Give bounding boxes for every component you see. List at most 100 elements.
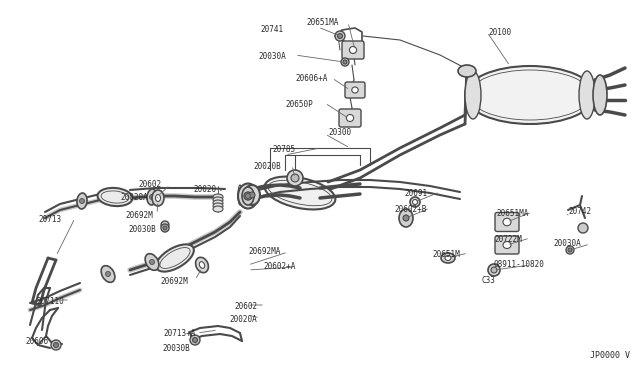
Circle shape xyxy=(106,272,111,276)
FancyBboxPatch shape xyxy=(345,82,365,98)
Circle shape xyxy=(491,267,497,273)
Circle shape xyxy=(488,264,500,276)
Ellipse shape xyxy=(213,206,223,212)
Text: 20742: 20742 xyxy=(568,207,591,216)
Ellipse shape xyxy=(503,241,511,248)
Text: 20606: 20606 xyxy=(25,337,48,346)
Circle shape xyxy=(190,335,200,345)
Ellipse shape xyxy=(238,183,258,208)
Text: 20606+A: 20606+A xyxy=(295,74,328,83)
Text: 20020: 20020 xyxy=(193,185,216,194)
Text: 20020A: 20020A xyxy=(229,315,257,324)
Text: 207110: 207110 xyxy=(36,297,64,306)
Circle shape xyxy=(193,337,198,343)
Ellipse shape xyxy=(352,87,358,93)
Circle shape xyxy=(287,170,303,186)
Ellipse shape xyxy=(465,66,595,124)
Circle shape xyxy=(343,60,347,64)
Ellipse shape xyxy=(465,71,481,119)
Text: 20650P: 20650P xyxy=(285,100,313,109)
Circle shape xyxy=(291,174,299,182)
FancyBboxPatch shape xyxy=(342,41,364,59)
Text: 20692M: 20692M xyxy=(125,211,153,220)
Text: 20030A: 20030A xyxy=(553,239,580,248)
Circle shape xyxy=(249,192,255,198)
Ellipse shape xyxy=(349,46,356,54)
Text: 20741: 20741 xyxy=(260,25,283,34)
Ellipse shape xyxy=(156,195,161,202)
Text: 20691: 20691 xyxy=(404,189,427,198)
Circle shape xyxy=(161,221,169,229)
Ellipse shape xyxy=(213,200,223,206)
Text: 20602+B: 20602+B xyxy=(394,205,426,214)
Ellipse shape xyxy=(445,256,451,260)
FancyBboxPatch shape xyxy=(495,212,519,231)
Text: 20692MA: 20692MA xyxy=(248,247,280,256)
Text: 20722M: 20722M xyxy=(494,235,522,244)
Ellipse shape xyxy=(458,65,476,77)
Text: 08911-10820: 08911-10820 xyxy=(493,260,544,269)
Ellipse shape xyxy=(246,185,250,205)
Ellipse shape xyxy=(196,257,209,273)
Text: 20030A: 20030A xyxy=(258,52,285,61)
Text: 20602+A: 20602+A xyxy=(263,262,296,271)
Circle shape xyxy=(150,195,154,199)
Circle shape xyxy=(335,31,345,41)
Circle shape xyxy=(246,193,250,199)
Text: 20602: 20602 xyxy=(138,180,161,189)
Ellipse shape xyxy=(242,185,246,205)
FancyBboxPatch shape xyxy=(495,236,519,254)
Text: 20030B: 20030B xyxy=(128,225,156,234)
Circle shape xyxy=(337,33,342,38)
Ellipse shape xyxy=(147,189,157,205)
Ellipse shape xyxy=(152,190,164,206)
Text: 20651M: 20651M xyxy=(432,250,460,259)
Ellipse shape xyxy=(213,197,223,203)
Text: 20713: 20713 xyxy=(38,215,61,224)
Text: 20030B: 20030B xyxy=(162,344,189,353)
Ellipse shape xyxy=(77,193,87,209)
Circle shape xyxy=(163,226,167,230)
Ellipse shape xyxy=(441,253,455,263)
Ellipse shape xyxy=(199,262,205,268)
Text: C33: C33 xyxy=(482,276,496,285)
Circle shape xyxy=(578,223,588,233)
Circle shape xyxy=(566,246,574,254)
Text: JP0000 V: JP0000 V xyxy=(590,351,630,360)
Ellipse shape xyxy=(413,199,417,205)
Ellipse shape xyxy=(213,194,223,200)
Text: 20602: 20602 xyxy=(234,302,257,311)
Circle shape xyxy=(161,224,169,232)
Text: 20300: 20300 xyxy=(328,128,351,137)
Ellipse shape xyxy=(244,185,260,205)
Text: 20020B: 20020B xyxy=(253,162,281,171)
Circle shape xyxy=(54,343,58,347)
Ellipse shape xyxy=(399,209,413,227)
Ellipse shape xyxy=(213,203,223,209)
Ellipse shape xyxy=(145,254,159,270)
Text: 20651MA: 20651MA xyxy=(496,209,529,218)
Circle shape xyxy=(51,340,61,350)
Ellipse shape xyxy=(410,197,420,207)
Ellipse shape xyxy=(593,75,607,115)
Circle shape xyxy=(403,215,409,221)
Ellipse shape xyxy=(346,115,354,122)
Circle shape xyxy=(341,58,349,66)
Circle shape xyxy=(150,260,154,264)
Ellipse shape xyxy=(242,187,254,205)
Ellipse shape xyxy=(250,185,254,205)
Text: 20785: 20785 xyxy=(272,145,295,154)
Ellipse shape xyxy=(265,177,335,209)
Circle shape xyxy=(244,192,252,200)
Circle shape xyxy=(568,248,572,252)
Text: 20100: 20100 xyxy=(488,28,511,37)
Ellipse shape xyxy=(238,185,242,205)
Text: 20713+A: 20713+A xyxy=(163,329,195,338)
Text: 20692M: 20692M xyxy=(160,277,188,286)
Text: 20651MA: 20651MA xyxy=(306,18,339,27)
Circle shape xyxy=(79,199,84,203)
Ellipse shape xyxy=(156,244,194,272)
Ellipse shape xyxy=(101,266,115,282)
Ellipse shape xyxy=(97,188,132,206)
FancyBboxPatch shape xyxy=(339,109,361,127)
